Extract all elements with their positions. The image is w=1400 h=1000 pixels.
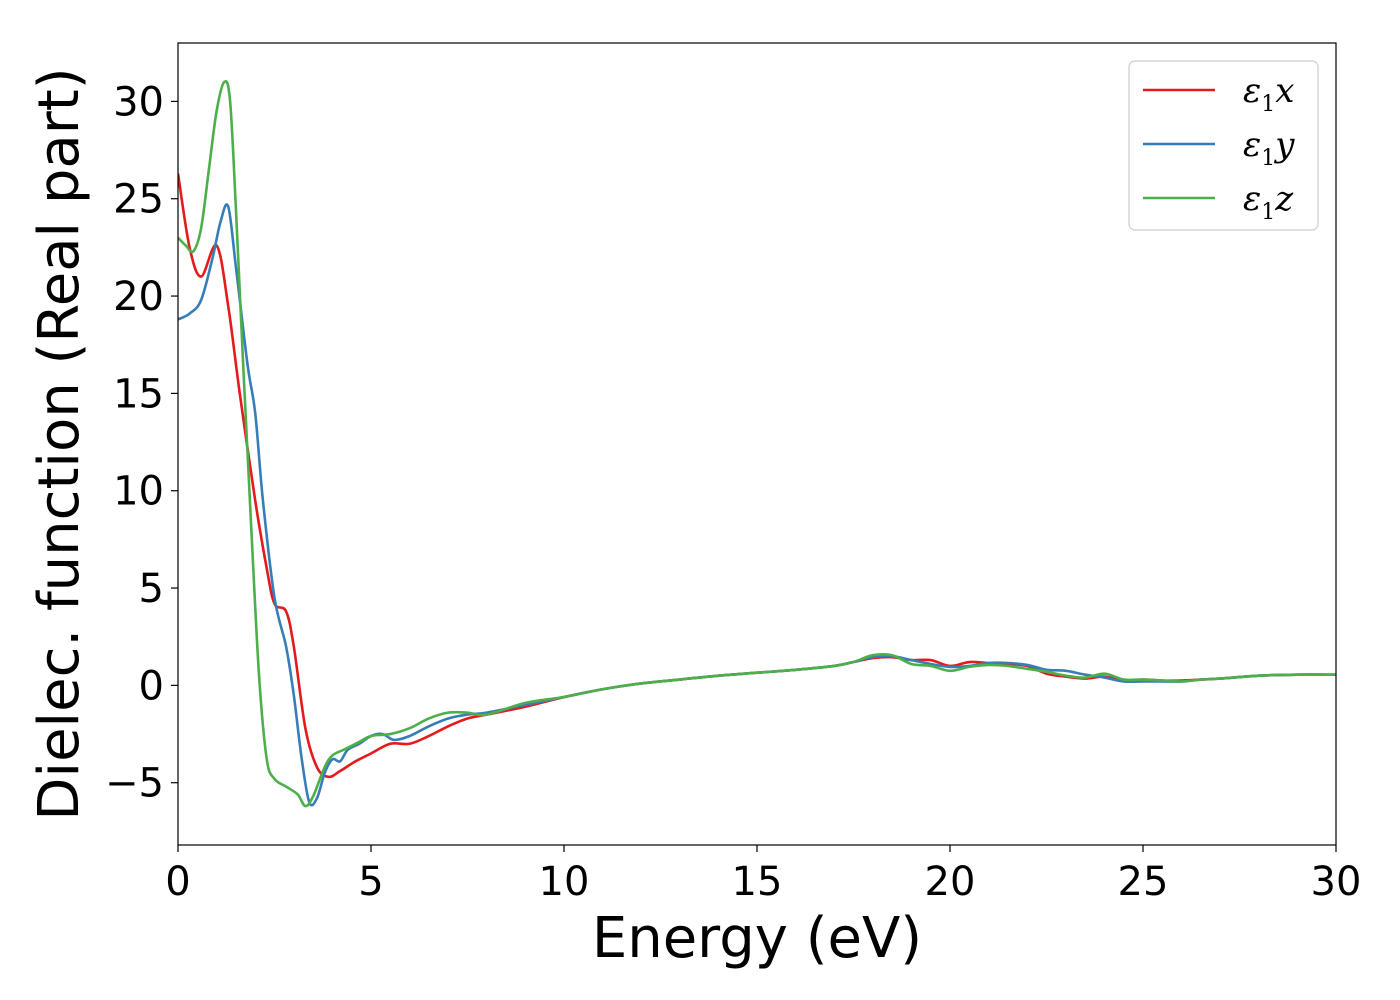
y-axis-label: Dielec. function (Real part) bbox=[27, 67, 92, 820]
legend-label: ε1z bbox=[1243, 179, 1294, 225]
y-tick-label: 20 bbox=[113, 274, 164, 320]
legend: ε1x ε1y ε1z bbox=[1128, 60, 1319, 231]
x-tick-label: 30 bbox=[1311, 859, 1362, 905]
y-tick-label: 10 bbox=[113, 469, 164, 515]
y-tick-label: 0 bbox=[139, 663, 164, 709]
x-tick-label: 15 bbox=[732, 859, 783, 905]
x-axis-ticks: 0 5 10 15 20 25 30 bbox=[165, 845, 1361, 905]
y-tick-label: 15 bbox=[113, 371, 164, 417]
series-line-z bbox=[178, 80, 1336, 808]
legend-item-y: ε1y bbox=[1143, 125, 1295, 171]
y-tick-label: 25 bbox=[113, 177, 164, 223]
y-tick-label: 30 bbox=[113, 79, 164, 125]
series-layer bbox=[178, 80, 1336, 808]
x-tick-label: 0 bbox=[165, 859, 190, 905]
x-tick-label: 25 bbox=[1118, 859, 1169, 905]
legend-frame bbox=[1128, 60, 1319, 231]
x-tick-label: 10 bbox=[539, 859, 590, 905]
x-axis-label: Energy (eV) bbox=[592, 906, 922, 971]
legend-item-z: ε1z bbox=[1143, 179, 1294, 225]
legend-label: ε1x bbox=[1243, 71, 1294, 117]
x-tick-label: 5 bbox=[358, 859, 383, 905]
y-tick-label: 5 bbox=[139, 566, 164, 612]
x-tick-label: 20 bbox=[925, 859, 976, 905]
y-axis-ticks: −5 0 5 10 15 20 25 30 bbox=[105, 79, 178, 807]
legend-item-x: ε1x bbox=[1143, 71, 1294, 117]
y-tick-label: −5 bbox=[105, 761, 164, 807]
legend-label: ε1y bbox=[1243, 125, 1295, 171]
